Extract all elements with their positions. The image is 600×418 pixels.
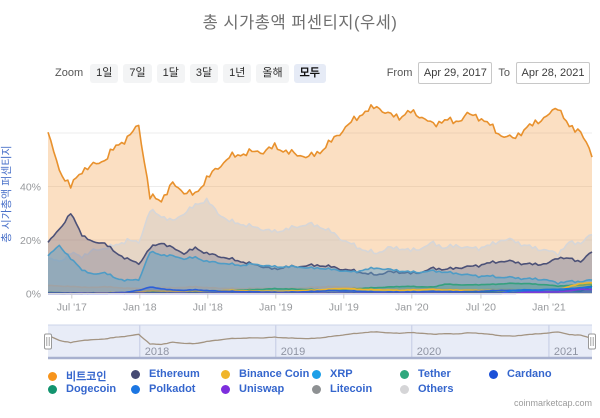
legend-item-0[interactable]: 비트코인 — [48, 368, 106, 384]
legend-item-7[interactable]: Polkadot — [131, 383, 195, 395]
page-title: 총 시가총액 퍼센티지(우세) — [202, 14, 398, 32]
legend-dot-icon — [400, 369, 409, 379]
watermark: coinmarketcap.com — [513, 398, 592, 408]
zoom-button-2[interactable]: 1달 — [156, 63, 185, 83]
y-axis-label: 40% — [20, 182, 41, 194]
legend-dot-icon — [489, 369, 498, 379]
zoom-button-4[interactable]: 1년 — [223, 63, 252, 83]
legend-item-2[interactable]: Binance Coin — [221, 368, 309, 380]
y-axis-title: 총 시가총액 퍼센티지 — [0, 145, 13, 242]
x-axis-label: Jan '18 — [123, 302, 157, 314]
navigator-left-handle[interactable] — [44, 333, 52, 350]
series-area-1 — [48, 198, 592, 294]
x-axis-label: Jul '20 — [466, 302, 496, 314]
legend-dot-icon — [312, 384, 321, 394]
zoom-label: Zoom — [55, 67, 84, 79]
to-date-input[interactable] — [516, 62, 590, 84]
zoom-button-5[interactable]: 올해 — [256, 63, 289, 83]
legend-item-4[interactable]: Tether — [400, 368, 451, 380]
legend-dot-icon — [48, 371, 57, 381]
from-label: From — [386, 67, 413, 79]
legend-label: Others — [418, 383, 454, 395]
zoom-button-1[interactable]: 7일 — [123, 63, 152, 83]
date-range-controls: From To — [387, 62, 590, 84]
legend-label: 비트코인 — [66, 371, 107, 383]
x-axis-label: Jan '19 — [259, 302, 293, 314]
y-axis-label: 20% — [20, 235, 41, 247]
series-line-1 — [47, 197, 593, 262]
navigator-year-label: 2019 — [281, 346, 305, 358]
legend-item-9[interactable]: Litecoin — [312, 383, 372, 395]
legend-label: XRP — [330, 368, 353, 380]
x-axis-label: Jul '17 — [57, 302, 87, 314]
legend-dot-icon — [312, 369, 321, 379]
legend-dot-icon — [400, 384, 409, 394]
zoom-button-group: 1일 7일 1달 3달 1년 올해 모두 — [90, 63, 326, 83]
navigator-year-label: 2021 — [554, 346, 578, 358]
legend-item-1[interactable]: Ethereum — [131, 368, 200, 380]
legend-dot-icon — [131, 369, 140, 379]
legend-label: Polkadot — [149, 383, 196, 395]
legend-item-8[interactable]: Uniswap — [221, 383, 284, 395]
series-line-2 — [47, 213, 593, 276]
navigator[interactable] — [48, 325, 592, 359]
legend-label: Ethereum — [149, 368, 200, 380]
x-axis-label: Jan '20 — [395, 302, 429, 314]
legend-label: Litecoin — [330, 383, 373, 395]
from-date-input[interactable] — [418, 62, 493, 84]
navigator-year-label: 2020 — [417, 346, 441, 358]
legend-label: Uniswap — [239, 383, 285, 395]
zoom-button-3[interactable]: 3달 — [189, 63, 219, 83]
series-line-4 — [48, 284, 593, 292]
y-axis-label: 0% — [26, 289, 41, 301]
legend-item-3[interactable]: XRP — [312, 368, 353, 380]
legend-dot-icon — [48, 384, 57, 394]
legend-item-6[interactable]: Dogecoin — [48, 383, 116, 395]
legend-item-10[interactable]: Others — [400, 383, 453, 395]
navigator-right-handle[interactable] — [588, 333, 596, 350]
navigator-year-label: 2018 — [145, 346, 169, 358]
series-line-3 — [47, 244, 593, 285]
series-line-7 — [48, 285, 593, 295]
x-axis-label: Jul '18 — [193, 302, 223, 314]
legend-dot-icon — [221, 369, 230, 379]
legend-dot-icon — [221, 384, 230, 394]
legend-label: Binance Coin — [239, 368, 310, 380]
series-line-0 — [47, 104, 593, 203]
x-axis-label: Jan '21 — [532, 302, 566, 314]
legend-item-5[interactable]: Cardano — [489, 368, 552, 380]
series-area-0 — [48, 104, 592, 294]
zoom-button-6[interactable]: 모두 — [293, 63, 326, 83]
legend-label: Tether — [418, 368, 451, 380]
legend-dot-icon — [131, 384, 140, 394]
legend-label: Dogecoin — [66, 383, 117, 395]
navigator-series-line — [47, 331, 593, 346]
legend-label: Cardano — [507, 368, 552, 380]
x-axis-label: Jul '19 — [329, 302, 359, 314]
to-label: To — [498, 67, 510, 79]
zoom-button-0[interactable]: 1일 — [90, 63, 119, 83]
